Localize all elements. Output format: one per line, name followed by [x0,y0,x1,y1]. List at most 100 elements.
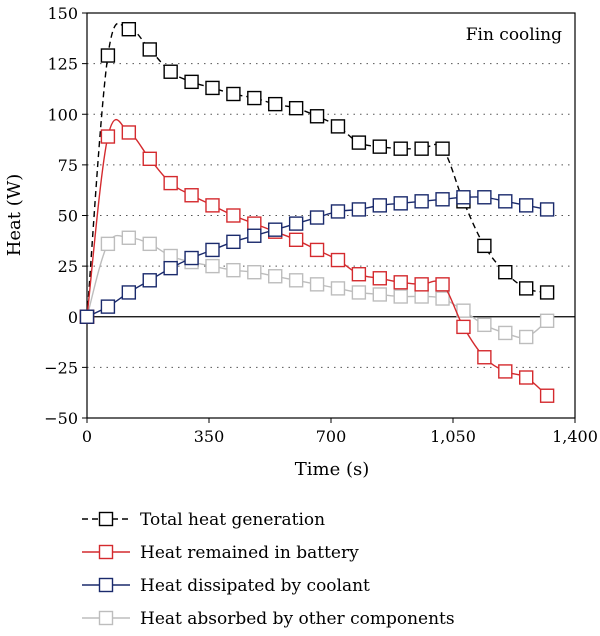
x-axis-label: Time (s) [295,459,370,480]
y-tick-label: 0 [68,308,78,327]
data-point [393,275,408,290]
data-point [435,277,450,292]
x-tick-label: 1,400 [552,427,598,446]
data-point [372,139,387,154]
data-point [163,64,178,79]
data-point [498,325,513,341]
data-point [205,80,220,96]
data-point [247,216,262,231]
x-tick-label: 0 [82,427,92,446]
y-tick-label: 50 [58,207,78,226]
data-point [477,190,492,205]
y-tick-label: 100 [47,105,78,124]
data-point [372,271,387,286]
legend-label: Heat remained in battery [140,543,359,563]
data-point [121,285,137,300]
data-point [142,42,157,57]
data-point [330,252,346,268]
data-point [539,202,555,217]
data-point [309,210,325,225]
data-point [205,242,220,258]
data-point [477,317,492,333]
legend-label: Heat dissipated by coolant [140,576,370,596]
data-point [268,222,283,237]
data-point [309,242,325,258]
legend-label: Heat absorbed by other components [140,609,455,629]
data-point [477,238,492,254]
y-tick-label: −50 [44,409,78,428]
legend-item: Total heat generation [82,510,325,530]
data-point [372,287,387,302]
data-point [414,141,429,156]
data-point [205,198,220,213]
data-point [519,198,534,213]
legend-marker [98,544,114,560]
data-point [330,281,346,296]
data-point [393,141,408,156]
data-point [184,188,199,203]
data-point [435,291,450,306]
data-point [247,265,262,280]
data-point [142,151,157,167]
data-point [226,86,241,102]
series-line [86,22,548,317]
y-axis-ticks: −50 −25 0 25 50 75 100 125 150 [44,4,87,428]
legend-label: Total heat generation [140,510,325,530]
data-point [414,289,429,304]
legend-item: Heat remained in battery [82,543,359,563]
data-point [456,190,471,205]
legend-item: Heat absorbed by other components [82,609,455,629]
series-layer [79,22,555,403]
data-point [163,175,178,191]
data-point [226,208,241,223]
data-point [498,265,513,280]
legend-item: Heat dissipated by coolant [82,576,370,596]
data-point [268,269,283,284]
data-point [498,194,513,209]
data-point [539,313,555,328]
data-point [330,119,346,134]
data-point [100,129,116,144]
data-point [393,196,408,211]
data-point [351,135,367,150]
data-point [351,202,367,217]
data-point [435,192,450,207]
series-0 [79,22,555,324]
chart-annotation: Fin cooling [466,25,562,45]
data-point [456,303,471,318]
data-point [519,329,534,345]
data-point [351,285,367,300]
data-point [288,232,304,248]
data-point [100,236,116,252]
data-point [100,48,116,63]
data-point [247,228,262,243]
data-point [288,273,304,288]
legend-marker [98,511,114,527]
data-point [309,277,325,292]
data-point [477,350,492,365]
x-tick-label: 1,050 [430,427,476,446]
x-axis-ticks: 0 350 700 1,050 1,400 [82,418,598,446]
data-point [100,299,116,314]
data-point [414,277,429,292]
data-point [247,90,262,106]
data-point [121,230,137,245]
data-point [288,216,304,231]
data-point [121,22,137,37]
data-point [79,309,95,324]
data-point [519,370,534,385]
data-point [539,285,555,300]
legend-marker [98,577,114,593]
data-point [539,388,555,403]
data-point [226,234,241,250]
y-tick-label: −25 [44,358,78,377]
data-point [435,141,450,156]
y-tick-label: 75 [58,156,78,175]
data-point [393,289,408,304]
legend: Total heat generation Heat remained in ba… [82,510,455,629]
data-point [330,204,346,219]
data-point [163,248,178,264]
y-tick-label: 150 [47,4,78,23]
data-point [205,258,220,274]
data-point [498,364,513,379]
